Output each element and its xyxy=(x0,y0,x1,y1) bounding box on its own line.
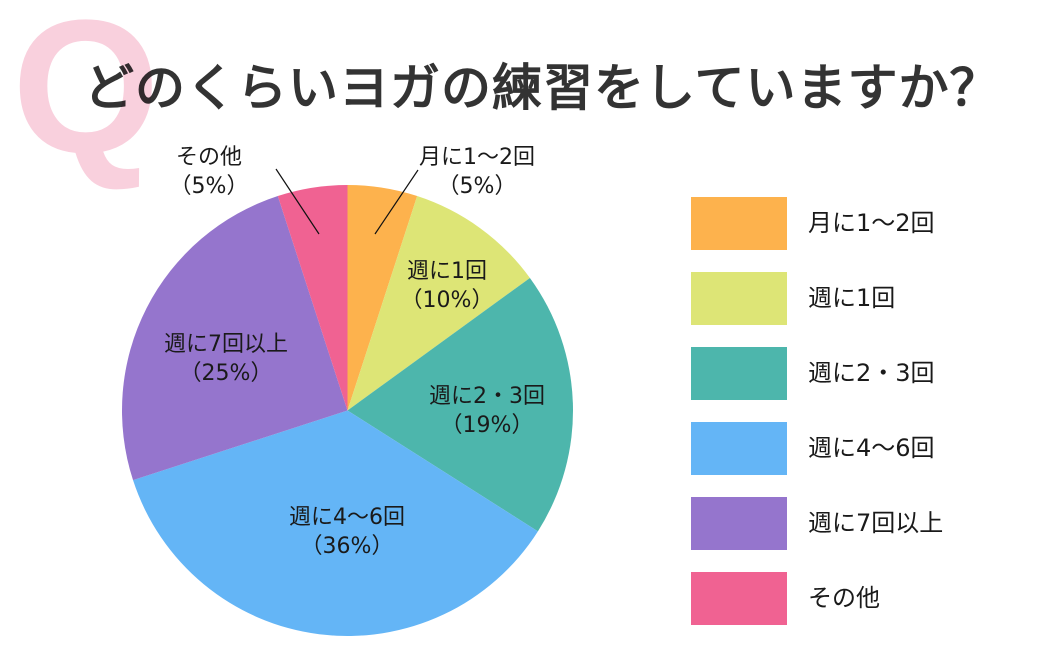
slice-label-other: その他 （5%） xyxy=(170,143,249,201)
chart-title: どのくらいヨガの練習をしていますか？ xyxy=(84,59,1001,117)
legend-label: 週に1回 xyxy=(808,284,896,312)
pie-slice xyxy=(133,410,538,636)
slice-label-percent: （5%） xyxy=(437,174,517,199)
legend-label: 週に2・3回 xyxy=(808,359,935,387)
legend-item-weekly-1: 週に1回 xyxy=(691,272,1011,325)
legend-item-weekly-7-plus: 週に7回以上 xyxy=(691,497,1011,550)
pie-slice xyxy=(347,196,530,411)
slice-label-weekly-2-3: 週に2・3回 （19%） xyxy=(429,382,545,440)
slice-label-name: 週に4〜6回 xyxy=(289,505,405,530)
leader-line-monthly xyxy=(374,169,419,235)
slice-label-name: 週に1回 xyxy=(407,259,487,284)
slice-label-percent: （19%） xyxy=(440,413,534,438)
slice-label-name: 週に7回以上 xyxy=(164,332,288,357)
legend-item-weekly-2-3: 週に2・3回 xyxy=(691,347,1011,400)
slice-label-weekly-1: 週に1回 （10%） xyxy=(401,257,494,315)
leader-line-other xyxy=(275,168,320,235)
slice-label-percent: （25%） xyxy=(179,361,273,386)
legend-item-other: その他 xyxy=(691,572,1011,625)
legend-swatch xyxy=(691,572,787,625)
q-decoration: Q xyxy=(12,0,160,193)
pie-slice xyxy=(121,196,348,481)
legend-label: 週に7回以上 xyxy=(808,509,944,537)
legend-label: 月に1〜2回 xyxy=(808,209,935,237)
slice-label-percent: （10%） xyxy=(400,288,494,313)
legend-label: 週に4〜6回 xyxy=(808,434,935,462)
legend-item-monthly-1-2: 月に1〜2回 xyxy=(691,197,1011,250)
slice-label-weekly-4-6: 週に4〜6回 （36%） xyxy=(289,503,405,561)
legend-swatch xyxy=(691,497,787,550)
legend-swatch xyxy=(691,347,787,400)
legend-swatch xyxy=(691,272,787,325)
slice-label-name: 月に1〜2回 xyxy=(419,145,535,170)
pie-slice xyxy=(347,185,418,411)
legend-swatch xyxy=(691,197,787,250)
slice-label-percent: （5%） xyxy=(169,174,249,199)
slice-label-name: 週に2・3回 xyxy=(429,384,545,409)
legend-swatch xyxy=(691,422,787,475)
slice-label-weekly-7-plus: 週に7回以上 （25%） xyxy=(164,330,288,388)
slice-label-name: その他 xyxy=(175,145,242,170)
slice-label-monthly-1-2: 月に1〜2回 （5%） xyxy=(419,143,535,201)
pie-slice xyxy=(347,277,573,532)
legend-label: その他 xyxy=(808,584,880,612)
pie-slices xyxy=(121,185,573,636)
legend-item-weekly-4-6: 週に4〜6回 xyxy=(691,422,1011,475)
slice-label-percent: （36%） xyxy=(300,534,394,559)
pie-slice xyxy=(277,185,348,411)
